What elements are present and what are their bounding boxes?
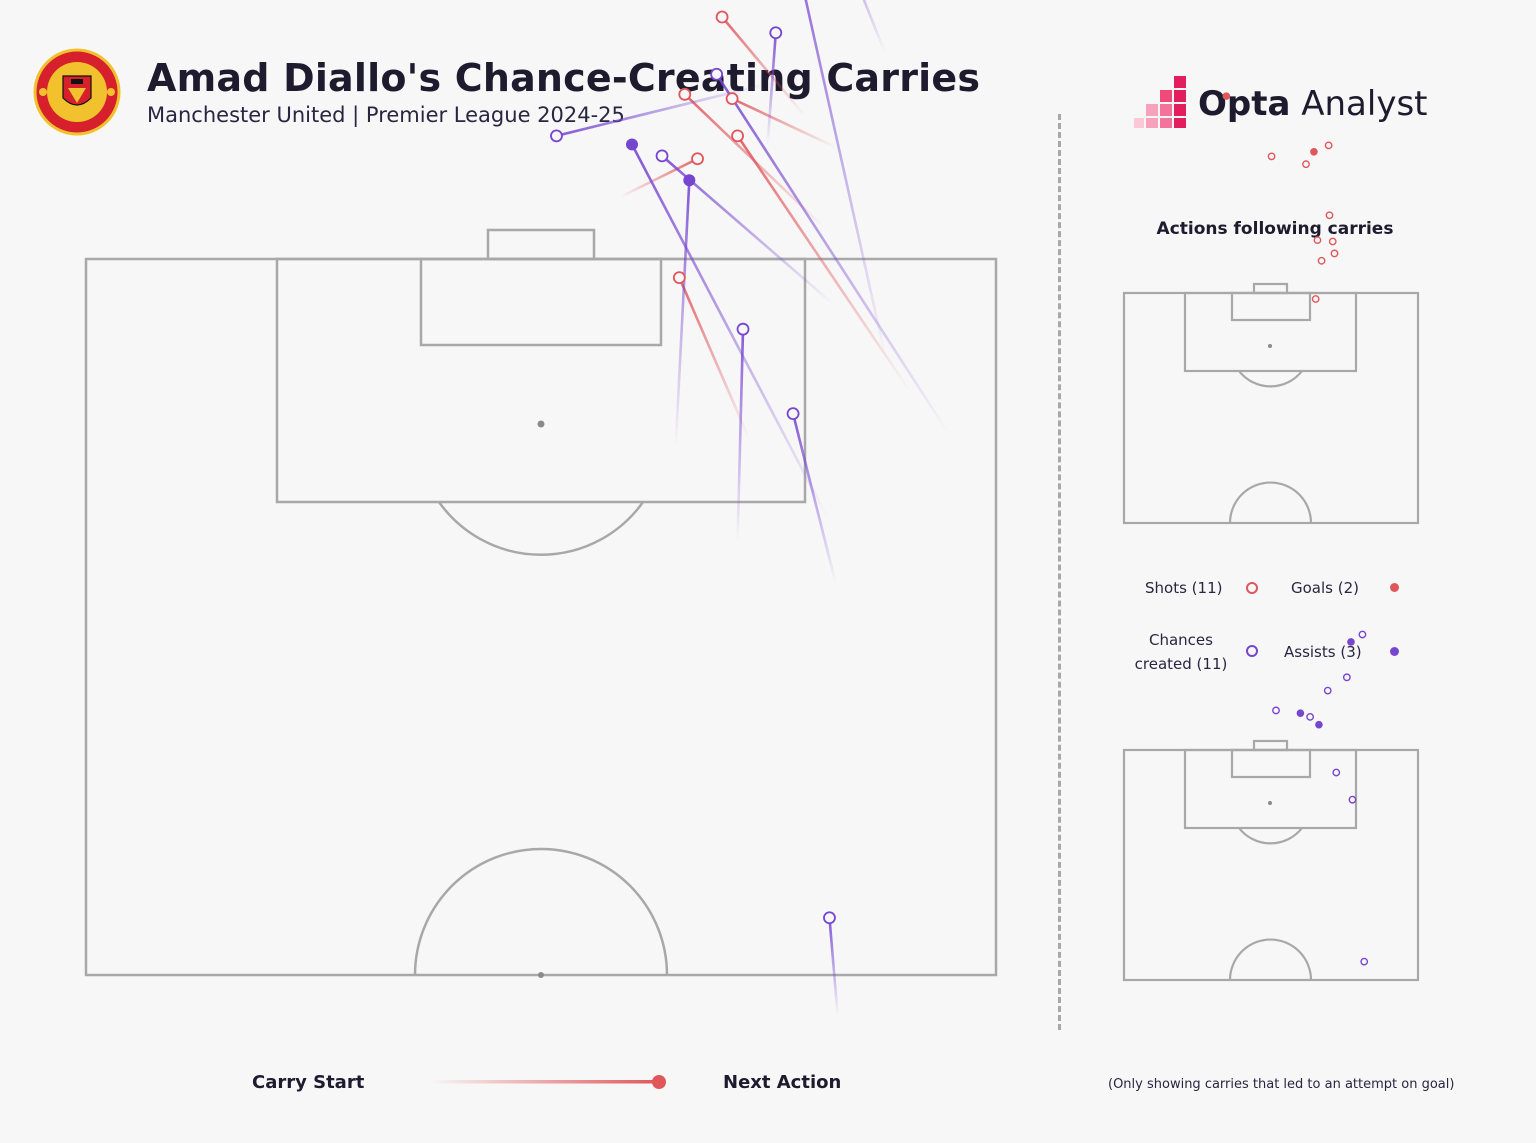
legend-assists-label: Assists (3)	[1284, 643, 1362, 661]
mini-marker-goal	[1310, 147, 1318, 156]
next-action-marker-shot	[731, 129, 744, 143]
key-carry-line	[430, 1080, 658, 1084]
next-action-marker-chance	[769, 26, 783, 40]
mini-marker-assist	[1315, 720, 1323, 729]
mini-marker-chance	[1360, 957, 1369, 966]
penalty-arc	[437, 501, 645, 556]
centre-circle	[413, 847, 669, 976]
carry-markers	[550, 10, 836, 925]
legend-goals-label: Goals (2)	[1291, 579, 1359, 597]
brand-name: Opta Analyst	[1198, 84, 1428, 124]
carry-line-chance	[862, 0, 887, 55]
legend-shots-label: Shots (11)	[1145, 579, 1223, 597]
next-action-marker-chance	[786, 407, 800, 421]
mini-marker-chance	[1342, 673, 1351, 682]
legend-chances-marker	[1246, 645, 1258, 657]
mini-marker-chance	[1332, 768, 1341, 777]
next-action-marker-assist	[626, 138, 638, 151]
mini-marker-shot	[1325, 211, 1334, 220]
mini-marker-shot	[1330, 249, 1339, 258]
mini-pitch-chances	[1122, 739, 1420, 982]
mini-marker-assist	[1296, 709, 1305, 717]
carry-line-chance	[555, 82, 768, 138]
key-next-action-marker	[652, 1075, 666, 1089]
carry-line-shot	[720, 15, 807, 118]
carry-line-chance	[766, 31, 778, 146]
legend-chances-label-line1: Chances	[1149, 631, 1213, 649]
carry-line-chance	[828, 916, 839, 1017]
mini-marker-shot	[1313, 236, 1322, 245]
opta-analyst-logo: Opta Analyst	[1134, 74, 1434, 132]
carry-line-assist	[804, 0, 888, 361]
panel-title: Actions following carries	[1156, 219, 1394, 239]
mini-marker-chance	[1306, 712, 1315, 721]
mini-marker-chance	[1323, 686, 1332, 695]
penalty-box	[275, 257, 807, 504]
penalty-spot	[537, 420, 545, 428]
mini-marker-chance	[1348, 795, 1357, 804]
next-action-marker-chance	[550, 129, 563, 143]
carry-line-chance	[715, 72, 950, 436]
carry-line-assist	[630, 143, 830, 521]
mini-marker-shot	[1328, 237, 1337, 246]
mini-marker-shot	[1317, 256, 1326, 265]
next-action-marker-shot	[672, 271, 686, 285]
carry-lines	[555, 0, 950, 1017]
next-action-marker-chance	[823, 911, 836, 925]
next-action-marker-shot	[678, 87, 692, 101]
next-action-marker-assist	[683, 174, 696, 187]
page-subtitle: Manchester United | Premier League 2024-…	[147, 103, 625, 127]
legend-assists-marker	[1390, 647, 1399, 656]
next-action-marker-chance	[736, 322, 750, 336]
centre-spot	[538, 972, 544, 978]
carry-line-shot	[730, 97, 838, 149]
next-action-marker-shot	[715, 10, 729, 24]
mini-marker-goal	[1222, 92, 1231, 100]
mini-marker-shot	[1267, 152, 1276, 161]
next-action-marker-shot	[691, 152, 704, 166]
carry-line-chance	[736, 327, 745, 543]
footnote: (Only showing carries that led to an att…	[1108, 1077, 1455, 1092]
goal	[486, 228, 596, 261]
mini-marker-assist	[1347, 638, 1355, 646]
legend-goals-marker	[1390, 583, 1399, 592]
legend-shots-marker	[1246, 582, 1258, 594]
opta-logo-icon	[1134, 76, 1186, 128]
mini-marker-shot	[1324, 141, 1333, 150]
carry-line-chance	[791, 412, 838, 586]
page-title: Amad Diallo's Chance-Creating Carries	[147, 56, 981, 100]
pitch-outline	[84, 257, 998, 977]
mini-marker-shot	[1311, 295, 1320, 303]
panel-divider	[1058, 114, 1061, 1030]
main-pitch	[84, 228, 998, 977]
mini-marker-chance	[1358, 630, 1367, 639]
key-end-label: Next Action	[723, 1072, 842, 1093]
mini-chance-markers	[1272, 630, 1369, 966]
legend-chances-label-line2: created (11)	[1134, 655, 1228, 673]
carry-line-shot	[736, 134, 912, 394]
carry-line-shot	[678, 276, 751, 441]
mini-shot-markers	[1222, 92, 1339, 303]
next-action-marker-chance	[655, 149, 669, 163]
mini-marker-shot	[1302, 160, 1310, 169]
carry-line-shot	[617, 157, 699, 199]
manchester-united-crest-icon	[33, 48, 121, 136]
mini-marker-chance	[1272, 706, 1280, 715]
next-action-marker-chance	[710, 67, 724, 81]
carry-line-assist	[674, 178, 691, 448]
key-start-label: Carry Start	[252, 1072, 365, 1093]
mini-pitch-shots	[1122, 282, 1420, 525]
six-yard-box	[419, 257, 663, 347]
next-action-marker-shot	[725, 92, 739, 106]
